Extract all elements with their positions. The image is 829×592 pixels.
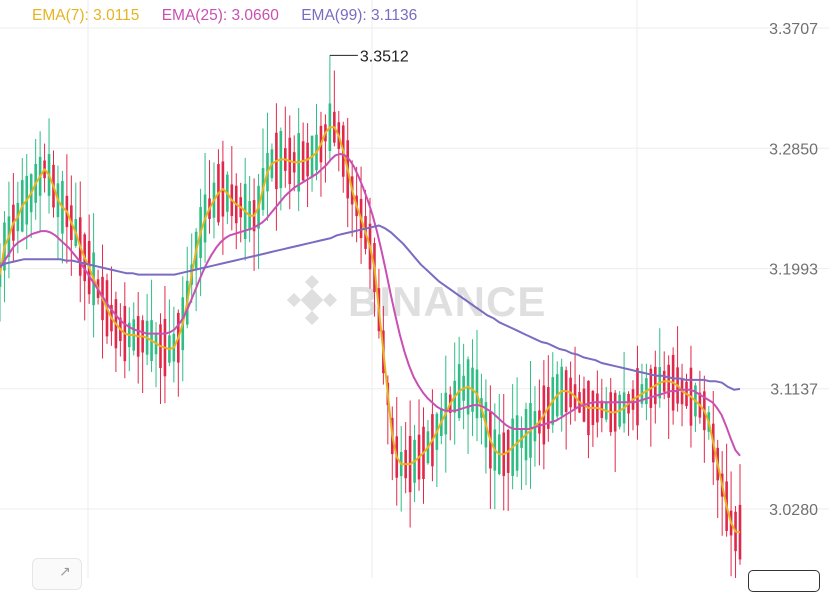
watermark-logo-diamond <box>304 274 320 290</box>
watermark-logo-diamond <box>322 292 338 308</box>
watermark-logo-diamond <box>300 288 324 312</box>
high-annotation-label: 3.3512 <box>360 48 409 65</box>
grid-lines <box>0 0 829 578</box>
ema7-line <box>0 126 741 534</box>
binance-watermark: BINANCE <box>286 274 545 326</box>
ema99-line <box>0 224 741 391</box>
y-axis-tick-label: 3.2850 <box>769 141 818 158</box>
y-axis-tick-label: 3.1993 <box>769 262 818 279</box>
watermark-logo-diamond <box>286 292 302 308</box>
watermark-logo-diamond <box>304 310 320 326</box>
y-axis-tick-label: 3.3707 <box>769 21 818 38</box>
legend-ema7: EMA(7): 3.0115 <box>32 7 140 24</box>
y-axis-tick-label: 3.1137 <box>770 382 818 399</box>
expand-arrow-icon: ↗ <box>59 563 71 579</box>
price-tag <box>748 570 820 592</box>
ema25-line <box>0 152 741 457</box>
legend-ema99: EMA(99): 3.1136 <box>301 7 418 24</box>
expand-chart-button[interactable]: ↗ <box>32 558 82 590</box>
legend-ema25: EMA(25): 3.0660 <box>161 7 279 24</box>
y-axis-tick-label: 3.0280 <box>769 502 818 519</box>
ema-legend: EMA(7): 3.0115 EMA(25): 3.0660 EMA(99): … <box>32 7 435 25</box>
y-axis: 3.3707 3.2850 3.1993 3.1137 3.0280 <box>769 21 818 519</box>
